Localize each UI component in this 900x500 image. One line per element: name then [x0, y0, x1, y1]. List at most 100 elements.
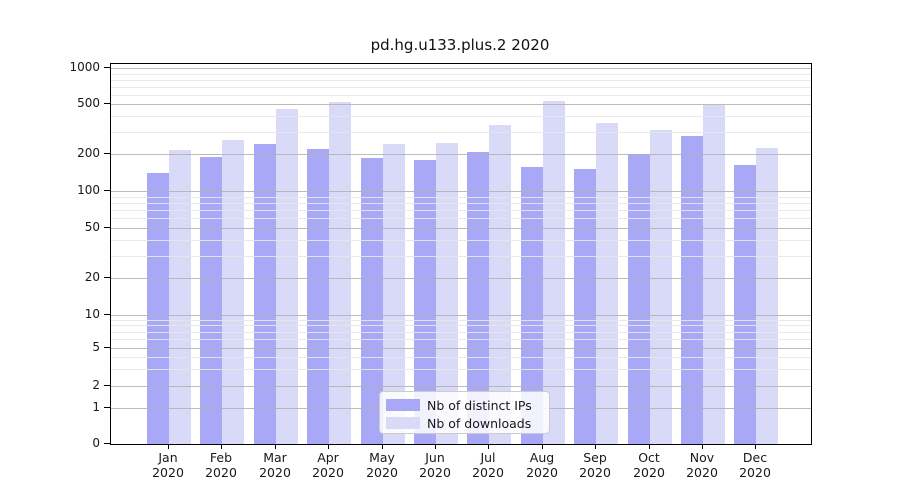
major-gridline: [111, 104, 811, 105]
legend-label-distinct-ips: Nb of distinct IPs: [427, 397, 532, 413]
x-tick-label-jan: Jan 2020: [138, 450, 198, 480]
y-tick-label-200: 200: [77, 146, 100, 160]
minor-gridline: [111, 197, 811, 198]
x-tick-mark: [488, 444, 489, 449]
bar-distinct-ips-May: [361, 158, 383, 444]
month-label: Aug: [529, 450, 555, 465]
major-gridline: [111, 228, 811, 229]
legend-label-downloads: Nb of downloads: [427, 415, 532, 431]
month-label: Nov: [689, 450, 715, 465]
bar-distinct-ips-Nov: [681, 136, 703, 444]
year-label: 2020: [366, 465, 398, 480]
month-label: Sep: [583, 450, 607, 465]
year-label: 2020: [633, 465, 665, 480]
bar-downloads-Apr: [329, 102, 351, 444]
bar-downloads-Jan: [169, 150, 191, 444]
minor-gridline: [111, 325, 811, 326]
x-tick-mark: [382, 444, 383, 449]
month-label: May: [369, 450, 395, 465]
x-tick-label-nov: Nov 2020: [672, 450, 732, 480]
major-gridline: [111, 315, 811, 316]
y-tick-mark: [104, 190, 110, 191]
y-tick-label-5: 5: [92, 340, 100, 354]
y-tick-label-20: 20: [84, 270, 100, 284]
y-tick-mark: [104, 153, 110, 154]
minor-gridline: [111, 240, 811, 241]
year-label: 2020: [419, 465, 451, 480]
year-label: 2020: [152, 465, 184, 480]
x-tick-mark: [595, 444, 596, 449]
x-tick-mark: [435, 444, 436, 449]
x-tick-label-jun: Jun 2020: [405, 450, 465, 480]
x-tick-label-dec: Dec 2020: [725, 450, 785, 480]
major-gridline: [111, 278, 811, 279]
major-gridline: [111, 191, 811, 192]
year-label: 2020: [259, 465, 291, 480]
y-tick-label-1000: 1000: [69, 60, 100, 74]
y-tick-mark: [104, 347, 110, 348]
legend-swatch-distinct-ips: [386, 399, 420, 411]
bar-downloads-Sep: [596, 123, 618, 444]
plot-area: [110, 63, 812, 445]
x-tick-mark: [702, 444, 703, 449]
year-label: 2020: [205, 465, 237, 480]
legend-item-distinct-ips: Nb of distinct IPs: [386, 397, 549, 413]
bar-distinct-ips-Apr: [307, 149, 329, 444]
month-label: Jan: [158, 450, 178, 465]
y-tick-mark: [104, 277, 110, 278]
legend-swatch-downloads: [386, 417, 420, 429]
x-tick-label-feb: Feb 2020: [191, 450, 251, 480]
y-tick-mark: [104, 67, 110, 68]
legend-item-downloads: Nb of downloads: [386, 415, 549, 431]
year-label: 2020: [526, 465, 558, 480]
minor-gridline: [111, 116, 811, 117]
x-tick-mark: [275, 444, 276, 449]
y-tick-label-0: 0: [92, 436, 100, 450]
chart-title: pd.hg.u133.plus.2 2020: [370, 36, 550, 54]
y-tick-label-500: 500: [77, 96, 100, 110]
bar-distinct-ips-Mar: [254, 144, 276, 444]
major-gridline: [111, 68, 811, 69]
bar-distinct-ips-Sep: [574, 169, 596, 444]
bar-downloads-Mar: [276, 109, 298, 444]
minor-gridline: [111, 132, 811, 133]
minor-gridline: [111, 332, 811, 333]
x-tick-mark: [328, 444, 329, 449]
month-label: Mar: [263, 450, 287, 465]
x-tick-label-apr: Apr 2020: [298, 450, 358, 480]
month-label: Dec: [742, 450, 768, 465]
month-label: Apr: [317, 450, 339, 465]
minor-gridline: [111, 256, 811, 257]
x-tick-mark: [755, 444, 756, 449]
month-label: Jul: [480, 450, 496, 465]
minor-gridline: [111, 95, 811, 96]
minor-gridline: [111, 74, 811, 75]
x-tick-label-may: May 2020: [352, 450, 412, 480]
bar-distinct-ips-Jun: [414, 160, 436, 444]
year-label: 2020: [739, 465, 771, 480]
bar-downloads-Jul: [489, 125, 511, 444]
bar-distinct-ips-Aug: [521, 167, 543, 444]
minor-gridline: [111, 320, 811, 321]
bar-distinct-ips-Jul: [467, 152, 489, 444]
minor-gridline: [111, 369, 811, 370]
bar-distinct-ips-Dec: [734, 165, 756, 444]
y-tick-label-50: 50: [84, 220, 100, 234]
year-label: 2020: [579, 465, 611, 480]
major-gridline: [111, 154, 811, 155]
year-label: 2020: [686, 465, 718, 480]
y-tick-mark: [104, 407, 110, 408]
y-tick-label-10: 10: [84, 307, 100, 321]
minor-gridline: [111, 357, 811, 358]
minor-gridline: [111, 339, 811, 340]
x-tick-label-mar: Mar 2020: [245, 450, 305, 480]
bar-downloads-Aug: [543, 101, 565, 444]
major-gridline: [111, 348, 811, 349]
x-tick-label-jul: Jul 2020: [458, 450, 518, 480]
y-tick-label-2: 2: [92, 378, 100, 392]
year-label: 2020: [472, 465, 504, 480]
bar-distinct-ips-Oct: [628, 154, 650, 444]
y-tick-label-1: 1: [92, 400, 100, 414]
x-tick-label-oct: Oct 2020: [619, 450, 679, 480]
